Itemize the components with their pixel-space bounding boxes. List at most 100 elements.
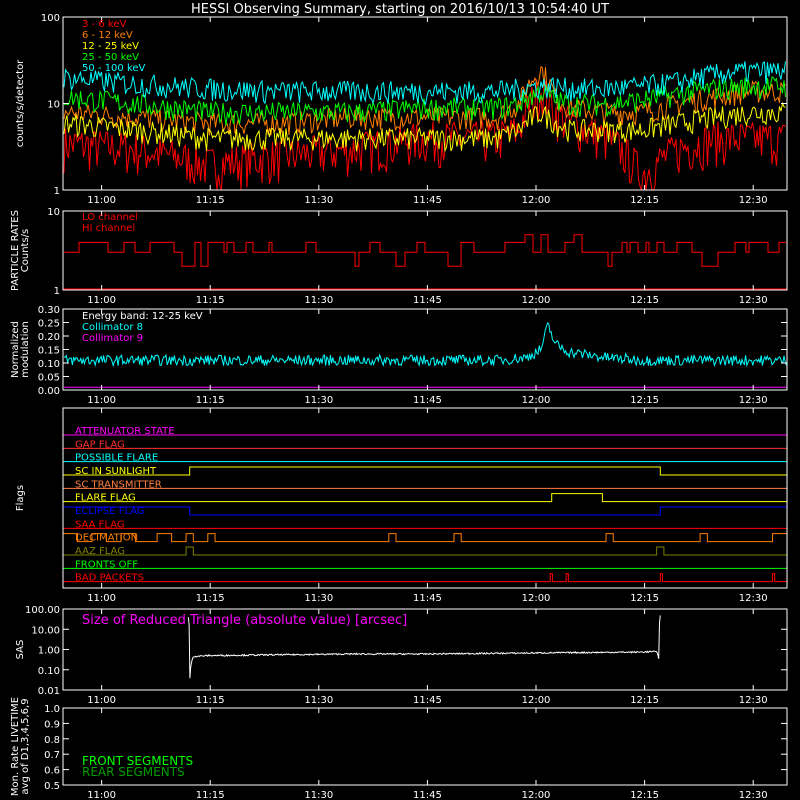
flag-label: POSSIBLE FLARE [75,453,158,464]
y-tick-label: 1 [54,186,60,197]
y-axis-label: counts/s/detector [15,59,26,147]
flag-label: ATTENUATOR STATE [75,426,175,437]
panel-modulation: 11:00 11:15 11:30 11:45 12:00 12:15 12:30 0.00 0… [10,305,788,406]
x-tick-label: 12:00 [522,695,551,706]
x-tick-label: 11:15 [196,195,225,206]
series-line [63,79,786,191]
flag-row: DECIMATION [62,533,788,544]
series-line [63,101,786,153]
x-tick-label: 12:30 [739,195,768,206]
y-axis-label: SAS [15,640,26,660]
x-tick-label: 11:15 [196,695,225,706]
flag-line [63,573,787,583]
x-tick-label: 12:15 [630,195,659,206]
flag-row: ECLIPSE FLAG [62,506,788,517]
x-tick-label: 11:15 [196,295,225,306]
x-tick-label: 11:00 [87,695,116,706]
x-tick-label: 11:30 [304,593,333,604]
y-tick-label: 0.8 [44,735,60,746]
flag-label: DECIMATION [75,533,138,544]
y-tick-label: 100.00 [25,605,60,616]
flag-row: SAA FLAG [63,519,787,530]
flag-row: ATTENUATOR STATE [63,426,787,437]
y-tick-label: 0.9 [44,719,60,730]
x-tick-label: 12:30 [739,395,768,406]
y-axis-label: Flags [15,485,26,511]
y-tick-label: 0.30 [38,305,60,316]
y-axis-label: PARTICLE RATES [10,210,21,291]
series-line [63,61,786,106]
flag-row: SC TRANSMITTER [63,479,787,490]
legend-entry: LO channel [82,212,138,223]
y-tick-label: 10.00 [31,625,60,636]
x-tick-label: 12:30 [739,695,768,706]
y-tick-label: 0.7 [44,750,60,761]
panel-flags: ATTENUATOR STATE GAP FLAG POSSIBLE FLARE SC… [15,407,788,604]
flag-label: AAZ FLAG [75,546,125,557]
x-tick-label: 11:45 [413,195,442,206]
x-tick-label: 12:30 [739,593,768,604]
y-tick-label: 0.6 [44,766,60,777]
x-tick-label: 12:15 [630,295,659,306]
y-tick-label: 0.10 [38,666,60,677]
x-tick-label: 12:30 [739,790,768,800]
legend-entry: 12 - 25 keV [82,41,139,52]
y-tick-label: 1.00 [38,646,60,657]
flag-label: FRONTS OFF [75,559,138,570]
legend-entry: FRONT SEGMENTS [82,754,193,768]
flag-line [63,493,787,503]
x-tick-label: 12:15 [630,695,659,706]
x-tick-label: 12:00 [522,295,551,306]
flag-label: BAD PACKETS [75,573,144,584]
legend-entry: 25 - 50 keV [82,52,139,63]
series-line [64,234,786,267]
x-tick-label: 11:45 [413,295,442,306]
flag-label: FLARE FLAG [75,493,136,504]
legend-entry: 50 - 100 keV [82,63,146,74]
legend-entry: 3 - 6 keV [82,19,126,30]
y-axis-label: Counts/s [20,229,31,273]
series-line [187,615,661,679]
x-tick-label: 12:00 [522,790,551,800]
flag-line [62,533,788,543]
x-tick-label: 11:30 [304,395,333,406]
series-line [63,65,786,136]
x-tick-label: 11:00 [87,295,116,306]
x-tick-label: 11:15 [196,790,225,800]
panel-frame [62,407,788,589]
x-tick-label: 12:00 [522,395,551,406]
flag-label: SAA FLAG [75,519,125,530]
flag-label: SC IN SUNLIGHT [75,466,157,477]
y-tick-label: 10 [47,100,60,111]
x-tick-label: 11:00 [87,790,116,800]
x-tick-label: 11:30 [304,295,333,306]
y-tick-label: 0.01 [38,686,60,697]
flag-row: BAD PACKETS [63,573,787,584]
x-tick-label: 12:00 [522,593,551,604]
y-tick-label: 10 [47,207,60,218]
y-tick-label: 1 [54,286,60,297]
y-axis-label: modulation [20,321,31,378]
y-tick-label: 0.20 [38,332,60,343]
y-tick-label: 0.10 [38,359,60,370]
flag-line [63,546,787,556]
x-tick-label: 11:15 [196,593,225,604]
panel-particle: 11:00 11:15 11:30 11:45 12:00 12:15 12:30 1 10 PA… [10,207,788,306]
series-line [63,321,787,368]
flag-row: SC IN SUNLIGHT [63,466,787,477]
flag-label: GAP FLAG [75,439,125,450]
y-axis-label: avg of D1,3,4,5,6,9 [20,698,31,794]
flag-line [63,466,787,476]
figure-title: HESSI Observing Summary, starting on 201… [191,2,609,17]
legend-entry: Collimator 9 [82,333,143,344]
flag-row: AAZ FLAG [63,546,787,557]
panel-counts: 11:00 11:15 11:30 11:45 12:00 12:15 12:30 1 10 10… [15,13,788,206]
legend-entry: HI channel [82,223,135,234]
flag-line [62,506,788,516]
x-tick-label: 12:30 [739,295,768,306]
y-tick-label: 0.05 [38,373,60,384]
x-tick-label: 11:45 [413,395,442,406]
flag-row: GAP FLAG [63,439,787,450]
flag-row: POSSIBLE FLARE [63,453,787,464]
